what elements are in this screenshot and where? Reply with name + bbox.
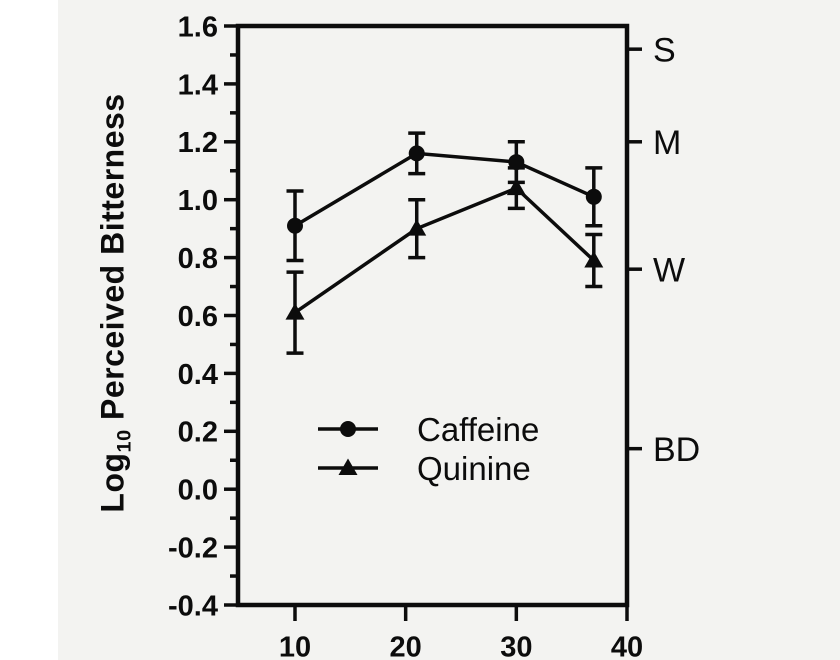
y-tick-label: 1.4 [178,69,218,101]
y-tick-label: -0.2 [168,533,218,565]
y-tick-label: -0.4 [168,590,218,622]
figure-background [58,0,840,660]
y-tick-label: 0.2 [178,417,218,449]
legend-label: Quinine [417,450,531,487]
y-tick-label: 0.6 [178,301,218,333]
legend-caffeine-marker [340,421,356,437]
right-axis-label: BD [653,431,700,469]
legend-label: Caffeine [417,411,539,448]
caffeine-marker [408,145,425,162]
y-tick-label: 1.6 [178,11,218,43]
legend-item-quinine: Quinine [318,450,531,487]
legend-quinine-marker [338,458,358,475]
series-caffeine [286,131,603,263]
quinine-marker [407,219,427,236]
caffeine-marker [508,154,525,171]
x-tick-label: 20 [390,631,422,660]
caffeine-marker [286,217,303,234]
y-tick-label: 0.0 [178,475,218,507]
x-tick-label: 30 [500,631,532,660]
quinine-marker [584,250,604,268]
right-axis-label: S [653,31,676,69]
caffeine-line [294,151,595,228]
y-tick-label: 1.2 [178,127,218,159]
quinine-marker [285,303,305,320]
legend-item-caffeine: Caffeine [318,411,539,448]
y-tick-label: 1.0 [178,185,218,217]
quinine-marker [506,178,526,196]
y-tick-label: 0.4 [178,359,218,391]
caffeine-marker [585,188,602,205]
right-axis-label: M [653,124,681,162]
x-tick-label: 40 [611,631,643,660]
quinine-line [294,186,595,315]
right-axis-label: W [653,251,685,289]
y-tick-label: 0.8 [178,243,218,275]
x-tick-label: 10 [279,631,311,660]
series-quinine [285,166,604,355]
